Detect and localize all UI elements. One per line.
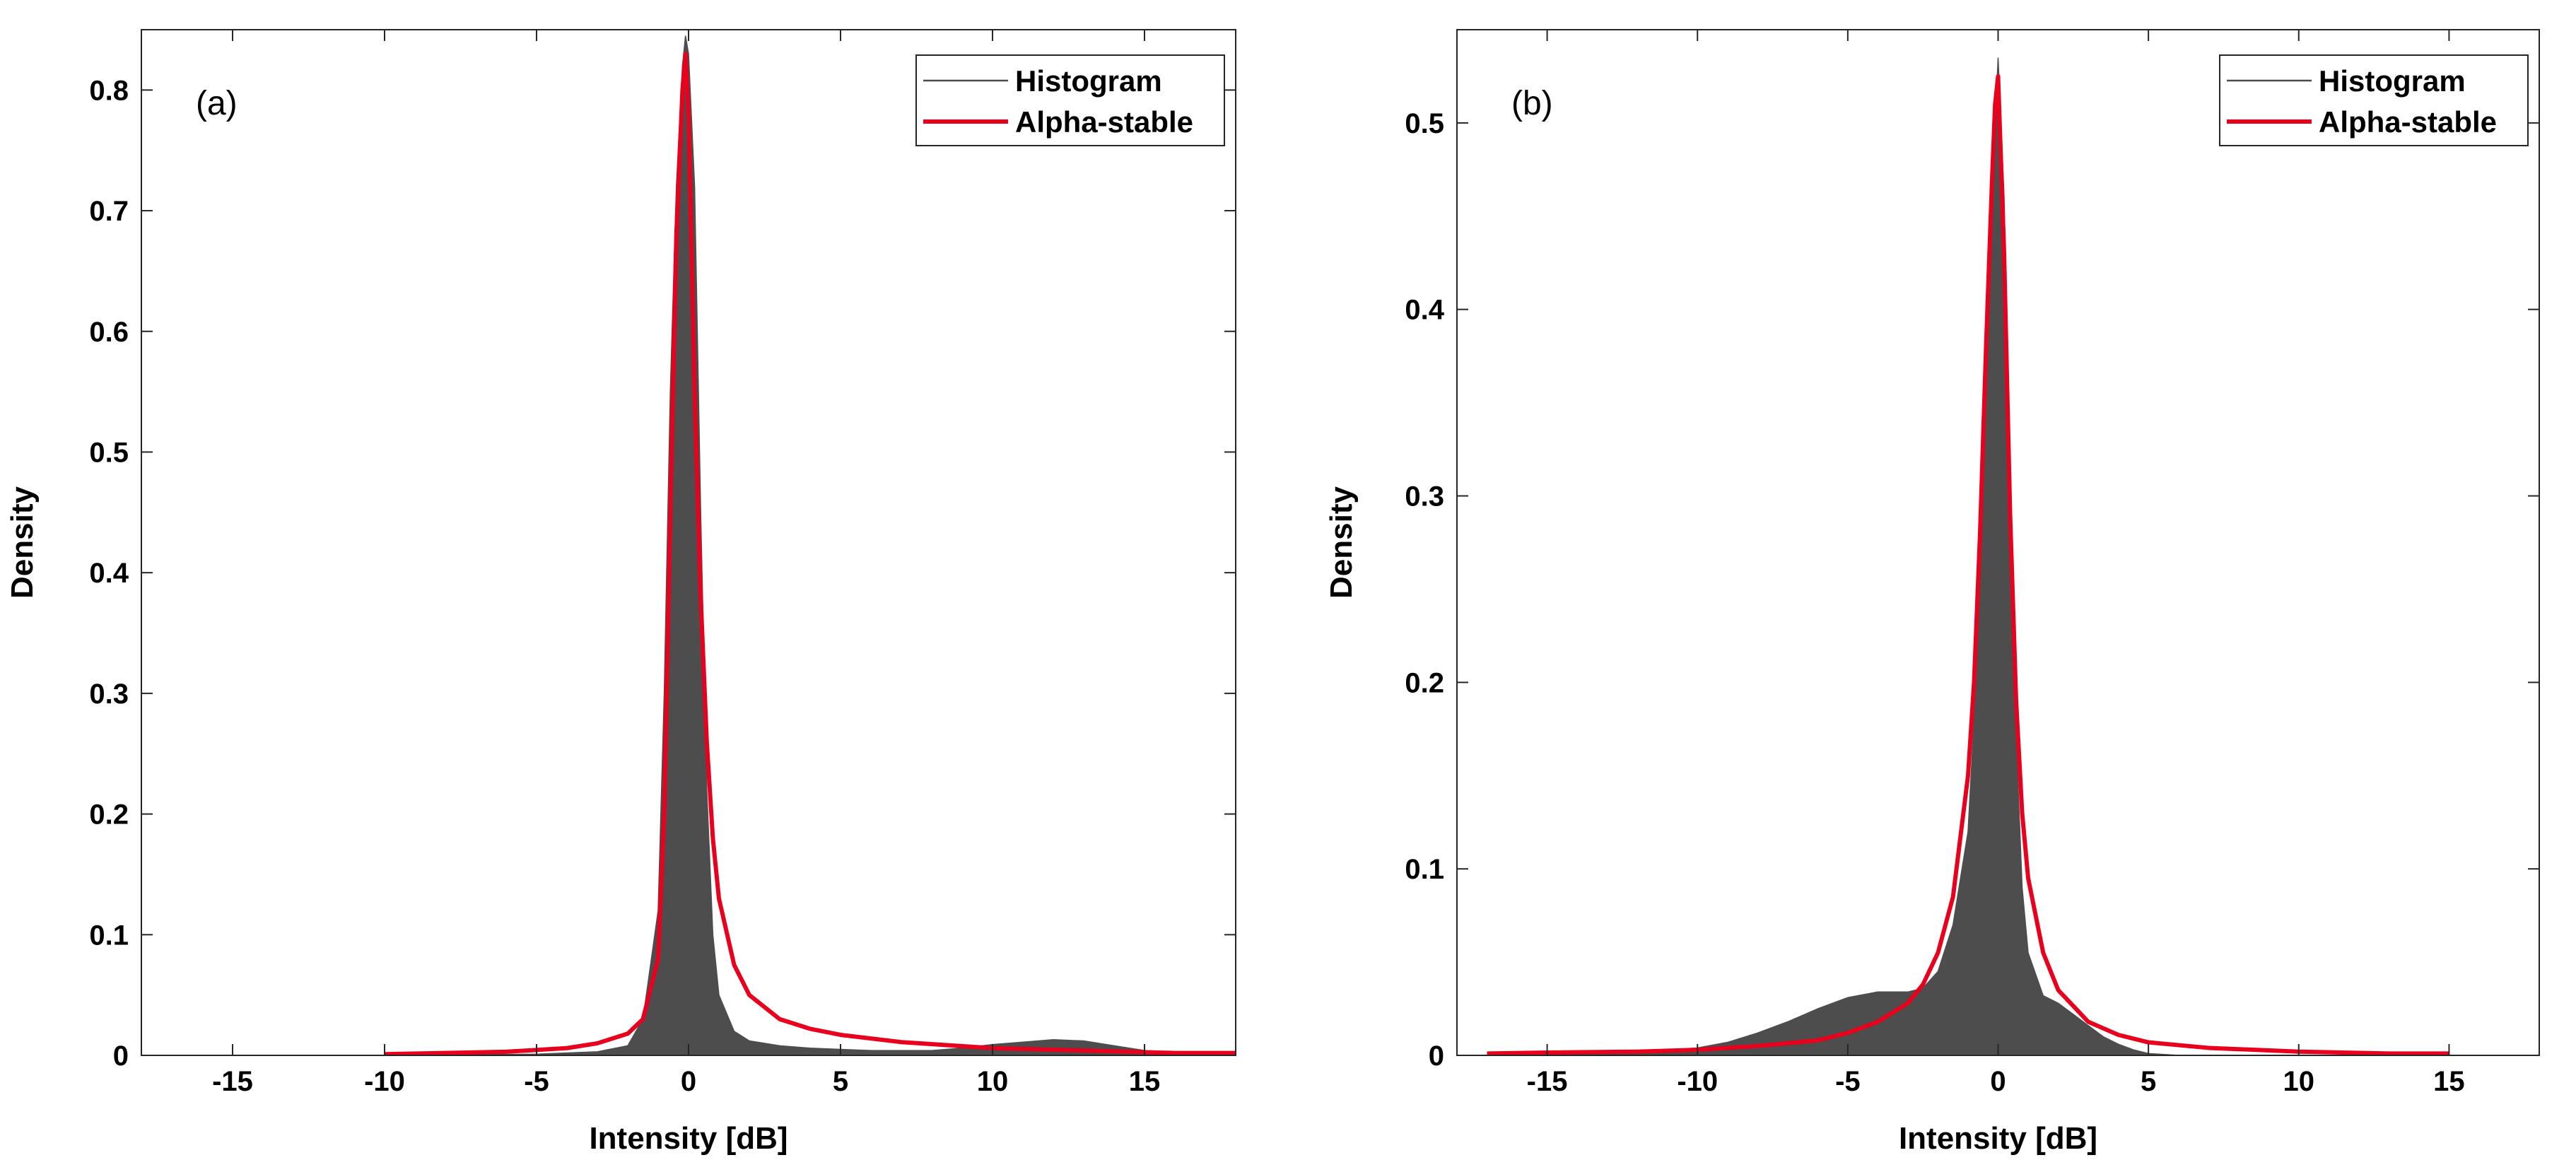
x-tick-label: -5 [1835, 1066, 1861, 1097]
y-tick-label: 0.3 [89, 679, 129, 710]
legend: Histogram Alpha-stable [2219, 54, 2529, 146]
x-tick-label: 0 [1990, 1066, 2006, 1097]
panel-label: (a) [196, 85, 238, 122]
y-tick-label: 0.5 [1405, 108, 1444, 139]
legend-label: Alpha-stable [1015, 105, 1193, 139]
alpha-stable-line [384, 52, 1236, 1055]
x-tick-label: -10 [364, 1066, 405, 1097]
panel-b: -15 -10 -5 0 5 10 15 0 0.1 0.2 0.3 0.4 0.5 Intensity … [1324, 29, 2540, 1156]
y-tick-label: 0.8 [89, 75, 129, 106]
y-tick-label: 0.7 [89, 196, 129, 227]
plot-area [1487, 57, 2449, 1055]
y-tick-label: 0.1 [1405, 854, 1444, 885]
y-axis-title: Density [5, 486, 40, 599]
legend-label: Histogram [1015, 64, 1162, 98]
x-tick-label: 5 [2141, 1066, 2156, 1097]
x-axis-title: Intensity [dB] [1899, 1121, 2097, 1156]
y-tick-label: 0.3 [1405, 481, 1444, 512]
y-tick-label: 0.6 [89, 317, 129, 348]
x-tick-label: -5 [524, 1066, 549, 1097]
y-tick-label: 0.5 [89, 437, 129, 468]
x-axis-title: Intensity [dB] [589, 1121, 788, 1156]
x-tick-label: 0 [681, 1066, 696, 1097]
y-tick-label: 0.4 [89, 558, 129, 589]
x-tick-label: -15 [212, 1066, 253, 1097]
y-tick-label: 0 [113, 1041, 129, 1072]
legend-label: Histogram [2319, 64, 2466, 98]
x-tick-label: 15 [1129, 1066, 1161, 1097]
y-tick-label: 0.1 [89, 920, 129, 951]
x-tick-label: 10 [2283, 1066, 2315, 1097]
x-tick-label: -10 [1677, 1066, 1718, 1097]
x-tick-label: 15 [2433, 1066, 2465, 1097]
panel-label: (b) [1511, 85, 1553, 122]
panel-a: -15 -10 -5 0 5 10 15 0 0.1 0.2 0.3 0.4 0.5 0.6 0.7 0.8 I… [5, 29, 1236, 1156]
histogram-area [384, 35, 1236, 1055]
y-axis-title: Density [1324, 486, 1359, 599]
y-tick-label: 0.4 [1405, 295, 1444, 326]
alpha-stable-line [1487, 74, 2449, 1055]
legend: Histogram Alpha-stable [915, 54, 1225, 146]
y-tick-label: 0.2 [89, 799, 129, 831]
y-tick-label: 0 [1429, 1041, 1444, 1072]
x-tick-label: 10 [977, 1066, 1009, 1097]
legend-box [915, 54, 1225, 146]
legend-box [2219, 54, 2529, 146]
x-tick-label: -15 [1527, 1066, 1568, 1097]
plot-area [384, 35, 1236, 1055]
legend-label: Alpha-stable [2319, 105, 2497, 139]
x-tick-label: 5 [833, 1066, 848, 1097]
y-tick-label: 0.2 [1405, 667, 1444, 698]
